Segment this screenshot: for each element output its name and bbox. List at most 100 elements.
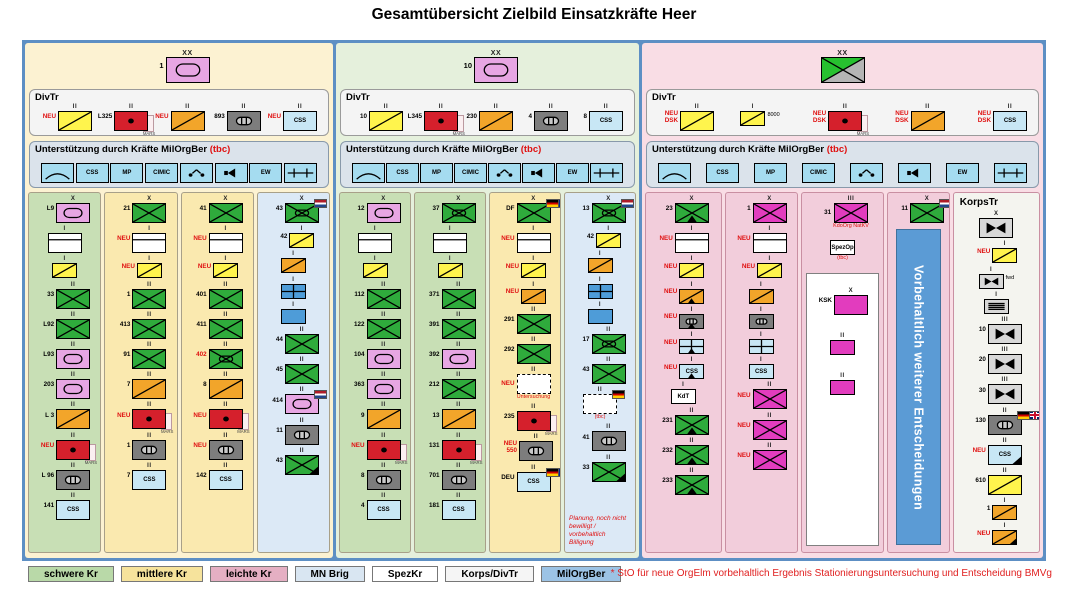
- x-symbol-box: [674, 203, 709, 223]
- echelon-mark: I: [532, 226, 535, 233]
- echelon-mark: XX: [182, 49, 193, 57]
- unit-label: NEU DSK: [812, 109, 827, 124]
- railway-icon: [283, 156, 317, 183]
- unit-label: NEU: [193, 411, 207, 419]
- x-symbol-box: [366, 288, 401, 309]
- unit-symbol: 363 II: [350, 372, 401, 400]
- echelon-mark: I: [690, 226, 693, 233]
- echelon-mark: II: [531, 367, 536, 374]
- unit-label: 33: [47, 290, 55, 298]
- unit-symbol: I: [983, 292, 1009, 314]
- echelon-mark: II: [597, 387, 603, 394]
- dot-symbol-box: [366, 439, 401, 460]
- unit-symbol: II: [829, 373, 855, 396]
- unit-symbol: NEU DSK II CSS: [971, 104, 1027, 131]
- diag-symbol-box: [987, 474, 1022, 495]
- unit-symbol: 11 II: [268, 418, 319, 445]
- diag-symbol-box: [521, 288, 546, 304]
- unit-symbol: NEU II: [154, 104, 205, 131]
- x-symbol-box: [208, 288, 243, 309]
- unit-symbol: 392 II: [425, 342, 476, 369]
- text-symbol-box: CSS: [75, 163, 109, 183]
- text-symbol-box: KdT: [670, 389, 696, 405]
- oval-symbol-box: [441, 348, 476, 369]
- unit-symbol: 181 II CSS: [425, 493, 476, 520]
- unit-note: (tbc): [594, 414, 606, 421]
- echelon-mark: I: [690, 331, 693, 338]
- unit-label: NEU: [972, 446, 986, 454]
- unit-label: 363: [353, 381, 365, 389]
- divtr-label: DivTr: [35, 92, 59, 103]
- page-title: Gesamtübersicht Zielbild Einsatzkräfte H…: [371, 6, 697, 23]
- unit-symbol: NEU I: [504, 256, 546, 279]
- unit-symbol: I CSS: [748, 357, 774, 380]
- echelon-mark: I: [532, 281, 535, 288]
- unit-symbol: I: [280, 302, 306, 324]
- echelon-mark: II: [1007, 104, 1013, 110]
- diag-symbol-box: [58, 111, 92, 131]
- text-symbol-box: CSS: [516, 467, 560, 492]
- unit-symbol: 8 II CSS: [572, 104, 623, 131]
- unit-note: KdoOrg NatKV: [833, 223, 869, 229]
- echelon-mark: I: [759, 281, 763, 288]
- unit-symbol: L 96 II: [39, 463, 91, 490]
- echelon-mark: II: [767, 382, 772, 389]
- echelon-mark: II: [381, 281, 386, 288]
- x-symbol-box: [56, 288, 91, 309]
- unit-symbol: I: [748, 307, 774, 329]
- unit-symbol: 13 X: [575, 196, 634, 223]
- css-box: CSS: [706, 156, 739, 183]
- echelon-mark: X: [994, 211, 999, 218]
- unit-symbol: NEU I: [504, 282, 546, 304]
- mp-box: MP: [110, 156, 144, 183]
- unit-label: 893: [214, 113, 225, 121]
- unit-label: 112: [354, 290, 365, 298]
- unit-label: 43: [582, 366, 590, 374]
- unit-symbol: 7 II: [115, 372, 167, 400]
- echelon-mark: I: [148, 256, 151, 263]
- unit-symbol: I: [587, 302, 613, 324]
- text-symbol-box: CIMIC: [145, 163, 179, 183]
- legend-item: MilOrgBer: [541, 566, 622, 582]
- echelon-mark: X: [924, 196, 930, 202]
- unit-symbol: NEU II: [41, 104, 92, 131]
- unit-symbol: L325 II MARS: [97, 104, 156, 136]
- spezkr-subpanel: KSK X II II: [805, 273, 880, 546]
- text-symbol-box: CSS: [366, 499, 401, 520]
- text-symbol-box: EW: [249, 163, 283, 183]
- unit-label: L 3: [45, 411, 55, 419]
- unit-label: 392: [428, 351, 440, 359]
- unit-label: NEU: [664, 313, 678, 321]
- unit-symbol: NEU I: [500, 226, 551, 254]
- cimic-box: CIMIC: [802, 156, 835, 183]
- unit-label: 231: [662, 416, 673, 424]
- rail-symbol-box: [994, 163, 1027, 183]
- unit-symbol: NEU DSK II: [658, 104, 714, 131]
- tbc-label: (tbc): [520, 144, 542, 155]
- division-header: 10 XX: [338, 45, 637, 87]
- bridge-icon: [41, 156, 74, 183]
- unit-symbol: 10 II: [352, 104, 403, 131]
- unit-symbol: 893 II: [210, 104, 261, 131]
- unit-symbol: NEU II: [736, 413, 787, 440]
- unit-column: 11 X Vorbehaltlich weiterer Entscheidungen: [887, 192, 950, 553]
- echelon-mark: II: [493, 104, 499, 110]
- psyops-speaker-icon: [898, 156, 931, 183]
- unit-label: DF: [506, 205, 515, 213]
- text-symbol-box: CSS: [386, 163, 419, 183]
- unit-symbol: KSK X: [817, 288, 868, 316]
- xoval-symbol-box: [441, 203, 476, 223]
- unit-label: 7: [126, 471, 131, 479]
- unit-label: NEU: [117, 411, 131, 419]
- echelon-mark: II: [299, 417, 305, 424]
- unit-symbol: NEU 550 II: [497, 434, 553, 462]
- unit-label: 142: [196, 471, 207, 479]
- diag-symbol-box: [136, 263, 162, 279]
- echelon-mark: I: [607, 226, 610, 233]
- unit-symbol: NEU II: [192, 433, 243, 460]
- unit-label: 233: [662, 477, 673, 485]
- echelon-mark: II: [70, 311, 76, 318]
- echelon-mark: II: [689, 407, 695, 414]
- echelon-mark: II: [456, 432, 461, 439]
